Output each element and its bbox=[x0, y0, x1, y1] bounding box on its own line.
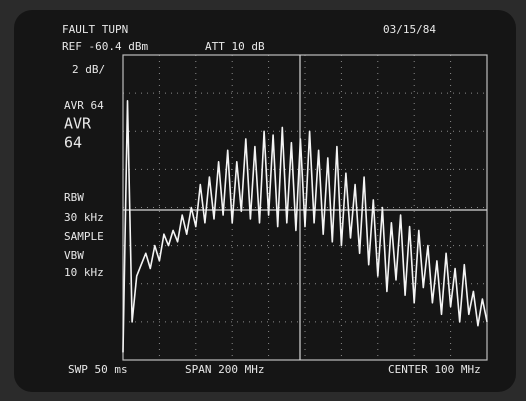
vbw-value: 10 kHz bbox=[64, 266, 104, 279]
average-label: AVR bbox=[64, 115, 92, 133]
detector: SAMPLE bbox=[64, 230, 104, 243]
rbw-value: 30 kHz bbox=[64, 211, 104, 224]
analyzer-screen: FAULT TUPN 03/15/84 REF -60.4 dBm ATT 10… bbox=[0, 0, 526, 401]
span: SPAN 200 MHz bbox=[185, 363, 264, 376]
vbw-label: VBW bbox=[64, 249, 84, 262]
rbw-label: RBW bbox=[64, 191, 84, 204]
mode: FAULT TUPN bbox=[62, 23, 128, 36]
average-count: 64 bbox=[64, 134, 82, 152]
attenuation: ATT 10 dB bbox=[205, 40, 265, 53]
sweep: SWP 50 ms bbox=[68, 363, 128, 376]
center: CENTER 100 MHz bbox=[388, 363, 481, 376]
average-header: AVR 64 bbox=[64, 99, 104, 112]
date: 03/15/84 bbox=[383, 23, 436, 36]
scale: 2 dB/ bbox=[72, 63, 105, 76]
reference: REF -60.4 dBm bbox=[62, 40, 148, 53]
